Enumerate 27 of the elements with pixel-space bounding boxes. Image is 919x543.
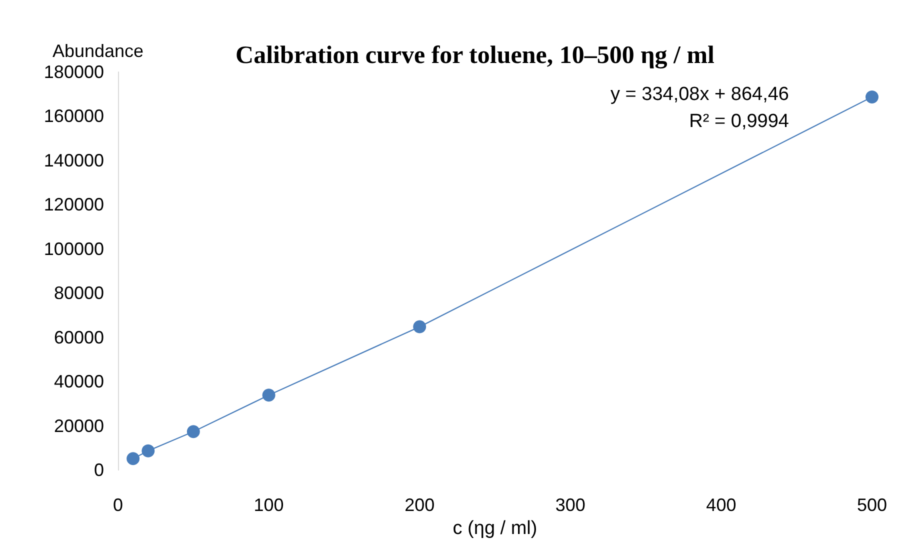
- y-tick-label: 80000: [54, 283, 104, 304]
- point: [413, 320, 426, 334]
- point: [866, 90, 878, 104]
- point: [142, 444, 155, 458]
- y-tick-label: 20000: [54, 416, 104, 436]
- y-tick-label: 40000: [54, 372, 104, 392]
- y-tick-label: 100000: [44, 238, 104, 259]
- x-tick-label: 300: [555, 495, 586, 516]
- x-axis-title: c (ηg / ml): [452, 518, 538, 539]
- x-tick-label: 400: [706, 495, 736, 516]
- y-axis-title: Abundance: [52, 41, 144, 61]
- y-tick-label: 180000: [44, 62, 104, 82]
- chart-title: Calibration curve for toluene, 10–500 ηg / ml: [236, 42, 715, 69]
- x-tick-label: 500: [856, 495, 888, 516]
- y-tick-label: 160000: [44, 106, 104, 126]
- annotation: R² = 0,9994: [689, 111, 790, 132]
- annotation: y = 334,08x + 864,46: [610, 84, 790, 105]
- point: [126, 452, 140, 466]
- point: [186, 425, 200, 438]
- x-tick-label: 100: [254, 495, 284, 516]
- y-tick-label: 0: [94, 460, 104, 480]
- x-tick-label: 0: [112, 495, 124, 516]
- point: [262, 388, 276, 402]
- y-tick-label: 140000: [44, 150, 104, 170]
- y-tick-label: 120000: [44, 194, 104, 215]
- y-tick-label: 60000: [54, 327, 104, 348]
- x-tick-label: 200: [404, 495, 435, 516]
